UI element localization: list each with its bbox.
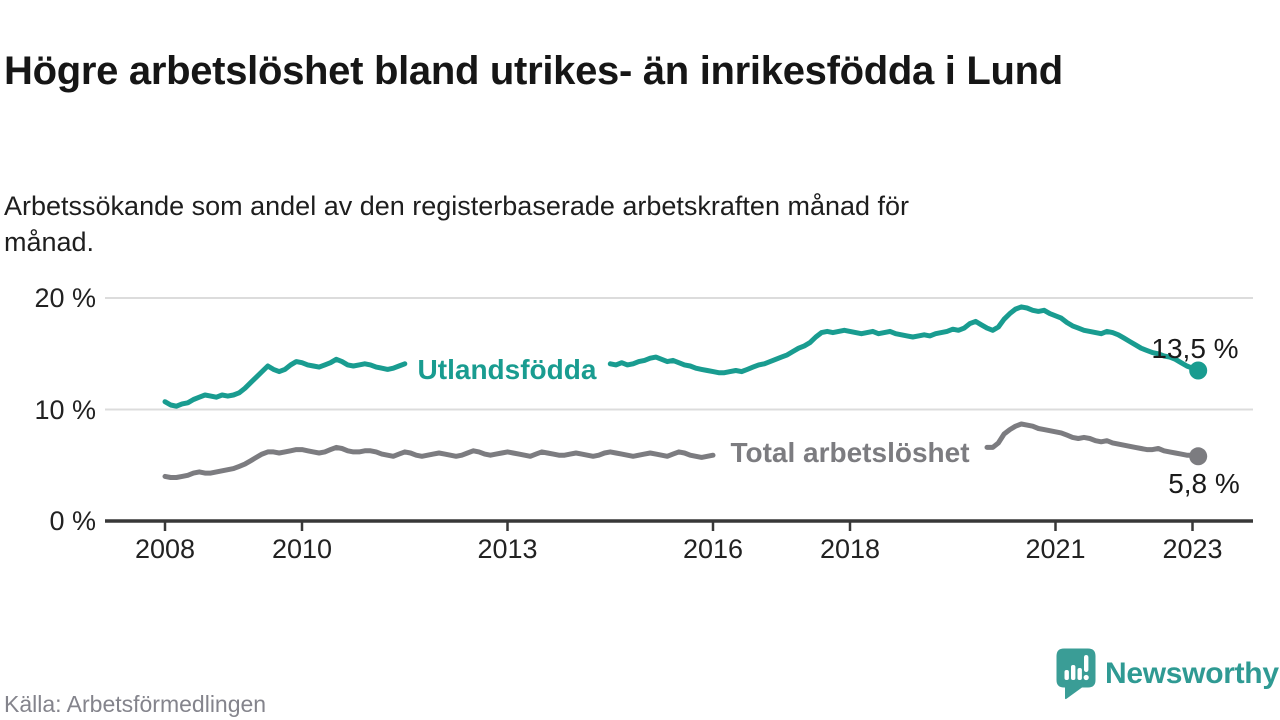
line-total-arbetsloshet-seg1	[162, 444, 716, 480]
brand-lockup: Newsworthy	[1056, 646, 1279, 702]
series-layer	[162, 304, 1208, 480]
x-tick-label-2008: 2008	[135, 534, 195, 564]
chart-subtitle: Arbetssökande som andel av den registerb…	[4, 191, 910, 257]
y-tick-label-20: 20 %	[34, 283, 96, 313]
end-dot-total-arbetsloshet	[1189, 447, 1208, 466]
inline-label-utlandsfodda: Utlandsfödda	[418, 354, 597, 385]
source-note: Källa: Arbetsförmedlingen	[4, 691, 267, 717]
x-tick-label-2010: 2010	[272, 534, 332, 564]
x-tick-label-2018: 2018	[820, 534, 880, 564]
logo-bar-2	[1071, 665, 1076, 680]
newsworthy-logo-icon	[1056, 648, 1096, 700]
x-tick-label-2016: 2016	[683, 534, 743, 564]
inline-label-total-arbetsloshet: Total arbetslöshet	[730, 437, 969, 468]
logo-exclamation-bar	[1084, 655, 1089, 672]
end-dot-utlandsfodda	[1189, 361, 1208, 380]
logo-bubble	[1056, 648, 1096, 700]
x-tick-label-2021: 2021	[1025, 534, 1085, 564]
y-tick-label-10: 10 %	[34, 395, 96, 425]
line-utlandsfodda-seg2	[607, 304, 1201, 376]
x-tick-label-2023: 2023	[1162, 534, 1222, 564]
x-tick-label-2013: 2013	[477, 534, 537, 564]
logo-bar-1	[1064, 670, 1069, 680]
page-title: Högre arbetslöshet bland utrikes- än inr…	[4, 48, 1063, 93]
end-value-label-utlandsfodda: 13,5 %	[1151, 333, 1238, 364]
y-tick-label-0: 0 %	[49, 506, 96, 536]
logo-exclamation-dot	[1083, 674, 1089, 681]
line-total-arbetsloshet-seg2	[984, 421, 1201, 459]
logo-bar-3	[1077, 668, 1082, 680]
end-value-label-total-arbetsloshet: 5,8 %	[1168, 468, 1240, 499]
brand-name: Newsworthy	[1105, 657, 1279, 690]
line-utlandsfodda-seg1	[162, 356, 408, 409]
